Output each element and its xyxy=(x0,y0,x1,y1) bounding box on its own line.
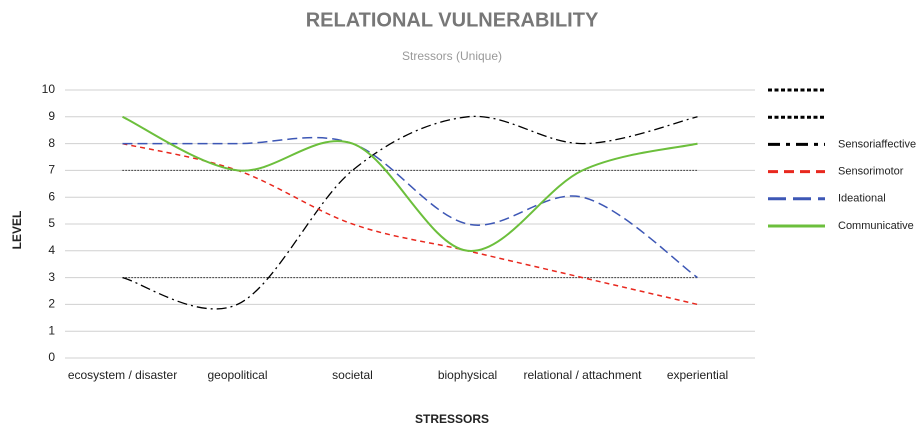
y-tick-label: 4 xyxy=(48,243,55,257)
x-tick-label: ecosystem / disaster xyxy=(68,368,177,382)
y-tick-label: 9 xyxy=(48,109,55,123)
y-axis-label: LEVEL xyxy=(10,211,24,250)
series-line xyxy=(122,115,698,252)
series-line xyxy=(122,142,698,306)
x-tick-label: experiential xyxy=(667,368,728,382)
x-tick-label: biophysical xyxy=(438,368,497,382)
y-tick-label: 10 xyxy=(42,82,56,96)
y-tick-label: 5 xyxy=(48,216,55,230)
series-line xyxy=(122,115,698,310)
x-tick-label: geopolitical xyxy=(207,368,267,382)
y-tick-label: 6 xyxy=(48,189,55,203)
chart-subtitle: Stressors (Unique) xyxy=(402,49,502,63)
legend-label: Communicative xyxy=(838,220,914,232)
legend-label: Sensorimotor xyxy=(838,166,904,178)
x-tick-label: societal xyxy=(332,368,373,382)
x-axis-label: STRESSORS xyxy=(415,412,489,426)
series-line xyxy=(122,136,698,279)
y-tick-label: 3 xyxy=(48,270,55,284)
y-tick-label: 0 xyxy=(48,350,55,364)
x-tick-label: relational / attachment xyxy=(523,368,642,382)
y-tick-label: 7 xyxy=(48,163,55,177)
legend-label: Ideational xyxy=(838,193,886,205)
y-tick-label: 1 xyxy=(48,323,55,337)
y-tick-label: 8 xyxy=(48,136,55,150)
y-tick-label: 2 xyxy=(48,297,55,311)
legend-label: Sensoriaffective xyxy=(838,138,916,150)
chart-title: RELATIONAL VULNERABILITY xyxy=(306,9,599,31)
